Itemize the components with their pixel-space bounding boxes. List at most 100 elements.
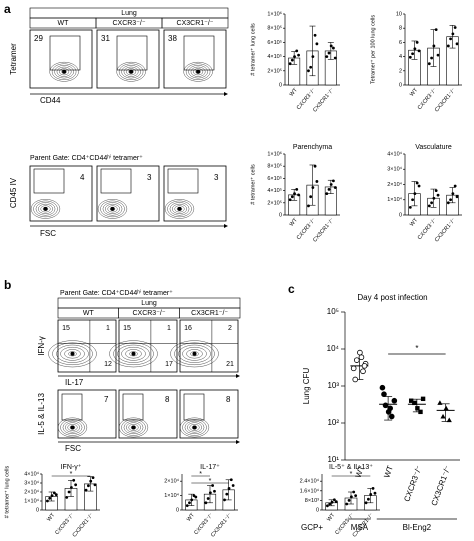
significance-label: * <box>350 471 353 478</box>
contour <box>121 346 146 361</box>
data-point <box>185 504 189 508</box>
contour <box>121 65 141 79</box>
y-tick-label: 8 <box>399 26 402 32</box>
data-point <box>388 413 395 420</box>
data-point <box>72 478 76 482</box>
data-point <box>307 204 310 208</box>
contour <box>164 199 195 219</box>
flow-plot <box>29 29 93 89</box>
data-point <box>354 494 358 497</box>
contour <box>40 205 51 213</box>
quadrant-value: 15 <box>62 325 70 332</box>
flow-plot <box>96 165 160 222</box>
data-point <box>297 53 300 57</box>
data-point <box>46 499 49 503</box>
chart-title: Vasculature <box>415 144 452 151</box>
y-tick-label: 0 <box>279 82 282 88</box>
contour <box>182 346 207 361</box>
group-row-label: GCP+ <box>301 523 323 532</box>
data-point <box>446 201 450 205</box>
data-point <box>412 400 417 406</box>
contour <box>113 342 154 365</box>
quadrant-value: 15 <box>123 325 131 332</box>
data-point <box>333 186 337 189</box>
data-point <box>345 502 349 506</box>
contour <box>183 61 213 82</box>
parent-gate: Parent Gate: CD4⁺CD44ʰⁱ tetramer⁺ <box>30 154 143 162</box>
data-point <box>382 402 389 409</box>
axis-label: Tetramer <box>9 43 18 75</box>
data-point <box>332 46 335 50</box>
quadrant-value: 17 <box>165 361 173 368</box>
contour <box>128 424 139 431</box>
data-point <box>408 55 412 59</box>
data-point <box>206 497 210 500</box>
data-point <box>413 47 417 51</box>
tissue-label: Lung <box>141 300 157 307</box>
data-point <box>434 189 438 193</box>
data-point <box>307 69 310 73</box>
y-tick-label: 10¹ <box>327 455 339 464</box>
data-point <box>369 493 373 496</box>
y-tick-label: 8×10⁵ <box>267 25 282 32</box>
data-point <box>297 193 300 197</box>
data-point <box>326 504 329 508</box>
y-tick-label: 4×10⁵ <box>267 53 282 60</box>
quadrant-value: 1 <box>106 325 110 332</box>
y-tick-label: 0 <box>176 507 179 513</box>
y-tick-label: 2.4×10⁴ <box>300 478 320 485</box>
data-point <box>315 180 319 183</box>
contour <box>167 200 192 218</box>
contour <box>33 200 58 218</box>
contour-core <box>129 69 134 74</box>
data-point <box>311 55 315 58</box>
gate <box>33 168 65 194</box>
panel-label: c <box>288 282 295 296</box>
contour <box>56 66 72 77</box>
contour <box>56 344 89 363</box>
contour <box>190 66 206 77</box>
contour-core <box>131 425 136 430</box>
data-point <box>437 400 443 405</box>
data-point <box>74 483 78 487</box>
data-point <box>408 398 414 403</box>
data-point <box>329 44 333 48</box>
data-point <box>361 363 368 369</box>
data-point <box>446 417 452 423</box>
quadrant-value: 16 <box>184 325 192 332</box>
gate-value: 38 <box>168 34 177 43</box>
data-point <box>449 198 452 202</box>
header-box <box>179 307 241 319</box>
y-tick-label: 6 <box>399 40 402 46</box>
contour <box>100 200 125 218</box>
contour <box>187 422 202 433</box>
axis-label: Lung CFU <box>302 368 311 405</box>
group-label: WT <box>58 20 70 27</box>
y-tick-label: 2×10⁴ <box>24 488 39 495</box>
gate <box>183 35 215 71</box>
y-tick-label: 2×10⁵ <box>267 67 282 74</box>
group-label: CX3CR1⁻/⁻ <box>191 310 228 317</box>
data-point <box>430 201 433 205</box>
contour <box>102 202 123 216</box>
y-tick-label: 4 <box>399 54 402 60</box>
contour-core <box>196 69 201 74</box>
data-point <box>328 502 332 506</box>
data-point <box>417 49 421 53</box>
contour <box>67 424 78 431</box>
data-point <box>330 500 334 504</box>
data-point <box>225 492 229 496</box>
data-point <box>350 365 357 372</box>
y-tick-label: 1×10⁴ <box>24 497 39 504</box>
contour <box>129 351 138 357</box>
contour-core <box>177 206 182 211</box>
y-tick-label: 0 <box>316 507 319 513</box>
data-point <box>313 33 317 37</box>
x-tick-label: WT <box>409 87 420 98</box>
data-point <box>413 192 417 196</box>
quadrant-value: 21 <box>226 361 234 368</box>
chart-title: Day 4 post infection <box>357 293 427 302</box>
data-point <box>364 501 368 505</box>
axis-label: CD45 IV <box>9 177 18 208</box>
